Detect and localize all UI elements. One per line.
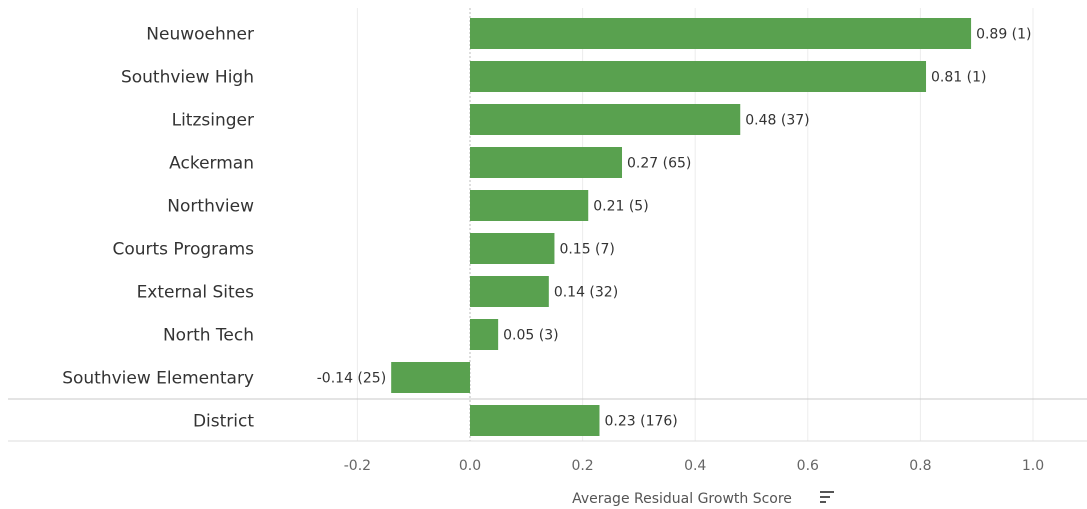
tick-label-0: -0.2 bbox=[344, 458, 371, 474]
tick-label-1: 0.0 bbox=[459, 458, 481, 474]
value-label-3: 0.27 (65) bbox=[627, 156, 691, 172]
bar-7[interactable] bbox=[470, 319, 499, 350]
category-label-6: External Sites bbox=[137, 283, 255, 303]
tick-label-2: 0.2 bbox=[571, 458, 593, 474]
value-label-7: 0.05 (3) bbox=[503, 328, 558, 344]
tick-label-4: 0.6 bbox=[797, 458, 819, 474]
value-label-9: 0.23 (176) bbox=[604, 414, 677, 430]
separators bbox=[8, 398, 1087, 442]
category-label-7: North Tech bbox=[163, 326, 254, 346]
sort-descending-icon[interactable] bbox=[820, 491, 834, 503]
sort-icon-line-0 bbox=[820, 491, 834, 493]
value-label-5: 0.15 (7) bbox=[559, 242, 614, 258]
category-label-8: Southview Elementary bbox=[62, 369, 254, 389]
sort-icon-line-1 bbox=[820, 496, 830, 498]
category-label-3: Ackerman bbox=[169, 154, 254, 174]
value-label-6: 0.14 (32) bbox=[554, 285, 618, 301]
value-labels: 0.89 (1) 0.81 (1) 0.48 (37) 0.27 (65) 0.21 (… bbox=[317, 27, 1032, 430]
value-label-1: 0.81 (1) bbox=[931, 70, 986, 86]
bar-8[interactable] bbox=[391, 362, 470, 393]
category-label-5: Courts Programs bbox=[112, 240, 254, 260]
bar-2[interactable] bbox=[470, 104, 741, 135]
bar-9[interactable] bbox=[470, 405, 600, 436]
bar-5[interactable] bbox=[470, 233, 555, 264]
bar-1[interactable] bbox=[470, 61, 927, 92]
category-label-1: Southview High bbox=[121, 68, 254, 88]
category-label-0: Neuwoehner bbox=[146, 25, 254, 45]
category-labels: Neuwoehner Southview High Litzsinger Ackerm… bbox=[62, 25, 254, 432]
category-label-9: District bbox=[193, 412, 254, 432]
bar-6[interactable] bbox=[470, 276, 549, 307]
tick-label-6: 1.0 bbox=[1022, 458, 1044, 474]
sort-icon-line-2 bbox=[820, 501, 826, 503]
bars bbox=[391, 18, 972, 436]
value-label-2: 0.48 (37) bbox=[745, 113, 809, 129]
value-label-8: -0.14 (25) bbox=[317, 371, 386, 387]
x-axis-ticks: -0.2 0.0 0.2 0.4 0.6 0.8 1.0 bbox=[344, 458, 1044, 474]
value-label-0: 0.89 (1) bbox=[976, 27, 1031, 43]
category-label-2: Litzsinger bbox=[172, 111, 254, 131]
bar-3[interactable] bbox=[470, 147, 623, 178]
bar-4[interactable] bbox=[470, 190, 589, 221]
x-axis-title: Average Residual Growth Score bbox=[572, 491, 792, 507]
tick-label-5: 0.8 bbox=[909, 458, 931, 474]
tick-label-3: 0.4 bbox=[684, 458, 706, 474]
value-label-4: 0.21 (5) bbox=[593, 199, 648, 215]
category-label-4: Northview bbox=[167, 197, 254, 217]
bar-0[interactable] bbox=[470, 18, 972, 49]
